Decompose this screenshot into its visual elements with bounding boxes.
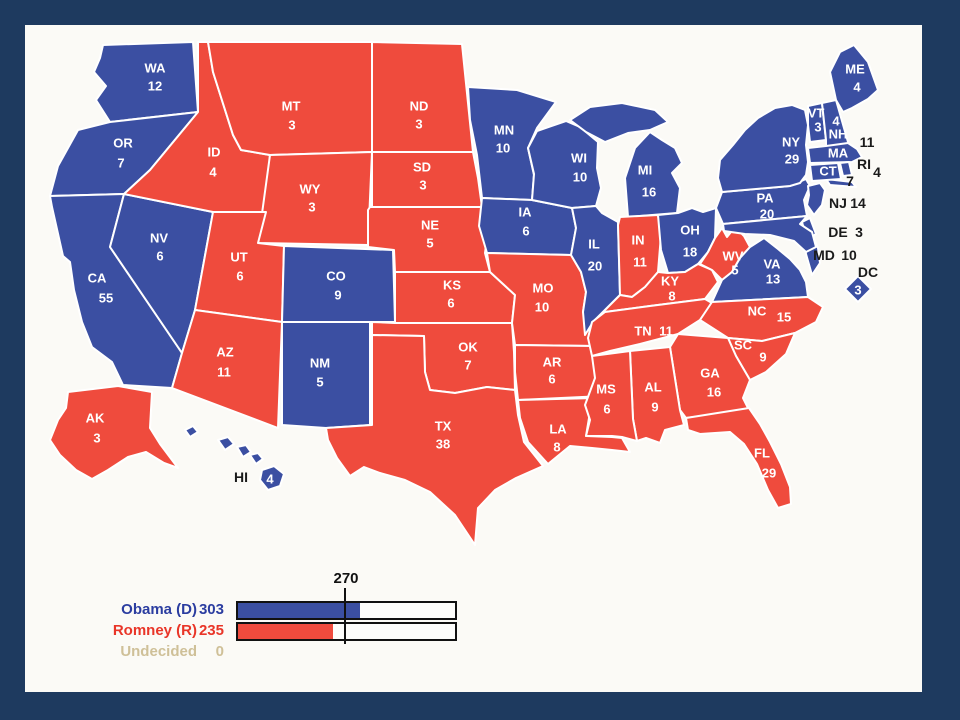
state-ms	[584, 350, 638, 442]
state-dc	[844, 275, 872, 303]
state-tx	[325, 334, 544, 546]
state-tn	[587, 298, 713, 357]
obama-electoral-count: 303	[198, 601, 224, 618]
state-ma	[807, 142, 863, 164]
state-hi-island-2	[217, 436, 235, 451]
state-mi-upper-peninsula	[569, 102, 669, 143]
romney-bar-fill	[238, 624, 333, 639]
state-md	[722, 215, 817, 253]
threshold-270-label: 270	[333, 570, 359, 587]
undecided-legend-label: Undecided	[120, 643, 197, 660]
state-vt	[807, 102, 827, 143]
romney-electoral-count: 235	[198, 622, 224, 639]
state-il	[570, 205, 621, 336]
state-hi-island-5	[259, 465, 285, 491]
state-hi-island-3	[236, 444, 252, 458]
romney-bar	[236, 622, 457, 641]
romney-legend-label: Romney (R)	[112, 622, 197, 639]
state-me	[829, 44, 879, 113]
state-ny	[717, 104, 809, 193]
state-hi-island-4	[249, 452, 264, 465]
state-ak	[49, 385, 179, 480]
state-nj	[806, 182, 826, 216]
state-ct	[809, 162, 842, 182]
state-az	[171, 309, 283, 429]
undecided-electoral-count: 0	[215, 643, 224, 660]
state-sd	[371, 151, 483, 208]
state-ri	[839, 161, 853, 177]
state-hi-island-1	[184, 425, 199, 438]
state-ny-long-island	[825, 178, 857, 188]
state-fl	[685, 407, 792, 509]
state-wa	[93, 41, 199, 123]
obama-bar-fill	[238, 603, 360, 618]
state-mi	[624, 131, 683, 218]
obama-legend-label: Obama (D)	[121, 601, 197, 618]
obama-bar	[236, 601, 457, 620]
threshold-270-tick	[344, 588, 346, 644]
state-va	[711, 237, 809, 303]
